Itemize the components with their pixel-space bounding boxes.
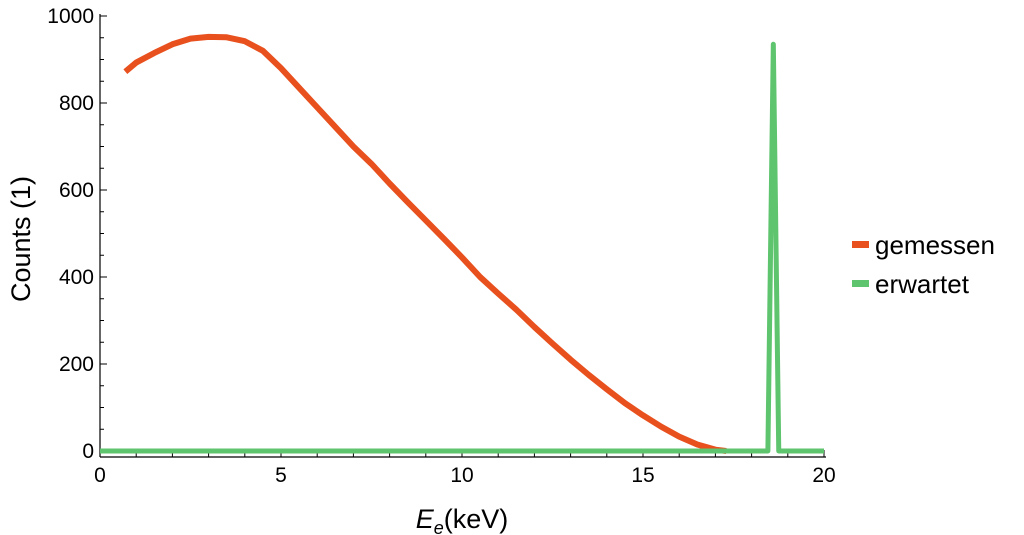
- legend-label-erwartet: erwartet: [875, 269, 970, 299]
- y-tick-label: 1000: [47, 5, 94, 28]
- x-axis: 0 5 10 15 20: [94, 450, 836, 487]
- y-tick-label: 800: [59, 92, 94, 115]
- legend-swatch-gemessen: [852, 241, 869, 248]
- x-tick-label: 15: [631, 464, 654, 487]
- x-axis-title-unit: (keV): [444, 504, 509, 534]
- x-axis-title: Ee(keV): [416, 504, 509, 535]
- y-tick-label: 0: [82, 440, 94, 463]
- x-tick-label: 5: [275, 464, 287, 487]
- y-tick-label: 600: [59, 179, 94, 202]
- y-axis: 0 200 400 600 800 1000: [47, 5, 107, 463]
- y-tick-label: 400: [59, 266, 94, 289]
- x-axis-title-symbol: E: [416, 504, 435, 534]
- y-axis-title: Counts (1): [6, 176, 36, 302]
- x-tick-label: 20: [812, 464, 835, 487]
- y-tick-label: 200: [59, 353, 94, 376]
- x-axis-title-subscript: e: [434, 518, 444, 535]
- series-line-erwartet: [100, 41, 824, 454]
- plot-area: [100, 33, 824, 454]
- series-line-gemessen: [123, 33, 727, 454]
- legend: gemessen erwartet: [852, 230, 995, 299]
- x-tick-label: 0: [94, 464, 106, 487]
- x-tick-label: 10: [450, 464, 473, 487]
- legend-swatch-erwartet: [852, 280, 869, 287]
- legend-label-gemessen: gemessen: [875, 230, 995, 260]
